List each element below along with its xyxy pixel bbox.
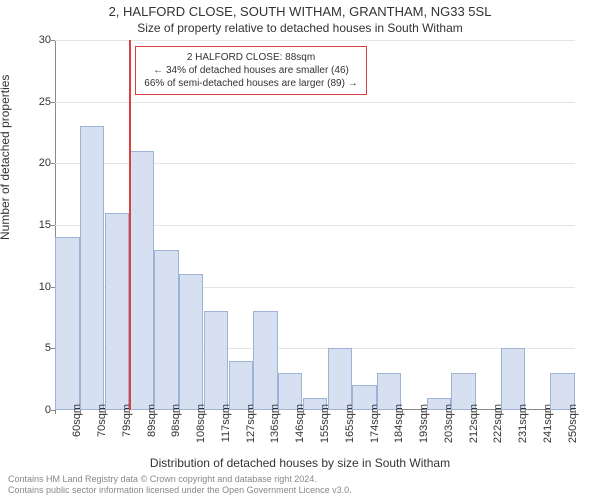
marker-line	[129, 40, 131, 410]
histogram-bar	[328, 348, 352, 410]
y-tick-label: 25	[27, 96, 51, 108]
callout-line: 66% of semi-detached houses are larger (…	[144, 77, 357, 90]
footnote-line-2: Contains public sector information licen…	[8, 485, 592, 496]
x-tick-mark	[80, 410, 81, 414]
chart-container: 2, HALFORD CLOSE, SOUTH WITHAM, GRANTHAM…	[0, 0, 600, 500]
y-tick-label: 20	[27, 157, 51, 169]
histogram-bar	[105, 213, 129, 410]
plot-area: 05101520253060sqm70sqm79sqm89sqm98sqm108…	[55, 40, 575, 410]
x-tick-mark	[179, 410, 180, 414]
y-axis-label: Number of detached properties	[0, 75, 12, 240]
y-tick-label: 10	[27, 281, 51, 293]
x-tick-mark	[352, 410, 353, 414]
histogram-bar	[204, 311, 228, 410]
x-tick-label: 250sqm	[567, 404, 579, 443]
y-tick-mark	[51, 102, 55, 103]
x-tick-mark	[327, 410, 328, 414]
x-tick-mark	[550, 410, 551, 414]
y-tick-mark	[51, 40, 55, 41]
x-tick-mark	[451, 410, 452, 414]
x-tick-mark	[501, 410, 502, 414]
x-tick-mark	[426, 410, 427, 414]
callout-line: ← 34% of detached houses are smaller (46…	[144, 64, 357, 77]
y-tick-mark	[51, 225, 55, 226]
x-tick-mark	[55, 410, 56, 414]
x-tick-mark	[228, 410, 229, 414]
callout-line: 2 HALFORD CLOSE: 88sqm	[144, 51, 357, 64]
chart-title-sub: Size of property relative to detached ho…	[0, 21, 600, 35]
x-tick-mark	[303, 410, 304, 414]
x-tick-mark	[278, 410, 279, 414]
x-tick-mark	[525, 410, 526, 414]
histogram-bar	[501, 348, 525, 410]
x-tick-mark	[105, 410, 106, 414]
y-tick-label: 5	[27, 342, 51, 354]
x-tick-mark	[204, 410, 205, 414]
footnote: Contains HM Land Registry data © Crown c…	[8, 474, 592, 496]
y-tick-label: 15	[27, 219, 51, 231]
callout-box: 2 HALFORD CLOSE: 88sqm← 34% of detached …	[135, 46, 366, 95]
y-tick-mark	[51, 163, 55, 164]
x-axis-label: Distribution of detached houses by size …	[0, 456, 600, 470]
histogram-bar	[80, 126, 104, 410]
x-tick-mark	[129, 410, 130, 414]
x-tick-label: 231sqm	[517, 404, 529, 443]
y-tick-label: 30	[27, 34, 51, 46]
x-tick-mark	[377, 410, 378, 414]
x-tick-mark	[476, 410, 477, 414]
histogram-bar	[154, 250, 178, 410]
footnote-line-1: Contains HM Land Registry data © Crown c…	[8, 474, 592, 485]
grid-line	[55, 40, 575, 41]
x-tick-label: 212sqm	[468, 404, 480, 443]
histogram-bar	[130, 151, 154, 410]
y-tick-label: 0	[27, 404, 51, 416]
chart-title-main: 2, HALFORD CLOSE, SOUTH WITHAM, GRANTHAM…	[0, 4, 600, 19]
x-tick-label: 184sqm	[393, 404, 405, 443]
grid-line	[55, 102, 575, 103]
x-tick-mark	[575, 410, 576, 414]
histogram-bar	[229, 361, 253, 410]
histogram-bar	[253, 311, 277, 410]
x-tick-mark	[402, 410, 403, 414]
x-tick-mark	[154, 410, 155, 414]
histogram-bar	[55, 237, 79, 410]
histogram-bar	[179, 274, 203, 410]
x-tick-mark	[253, 410, 254, 414]
